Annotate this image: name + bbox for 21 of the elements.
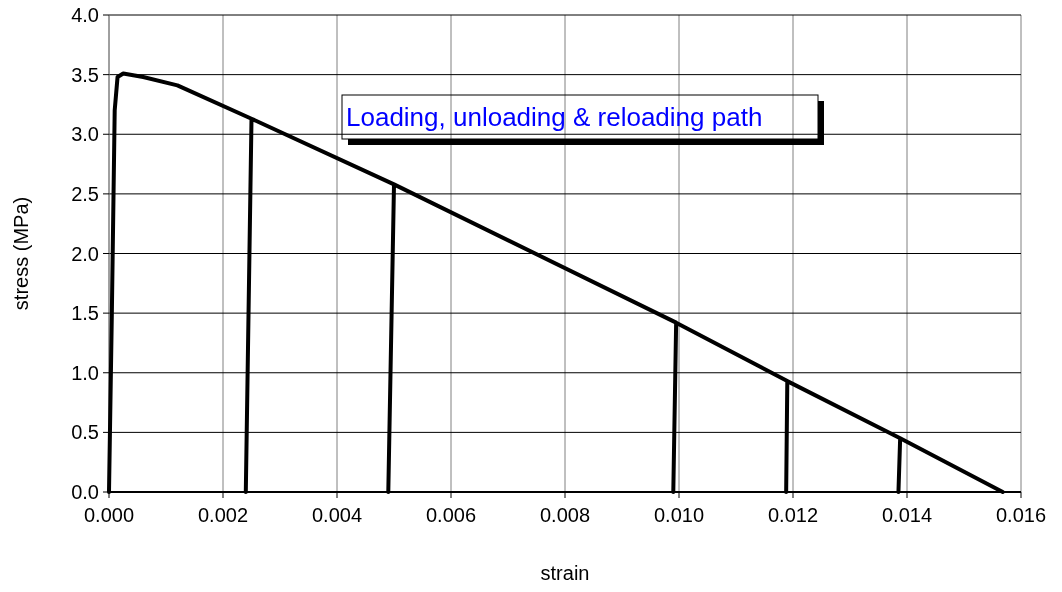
x-tick-label: 0.004 bbox=[311, 504, 363, 526]
y-tick-label: 3.5 bbox=[71, 63, 99, 86]
y-tick-label: 3.0 bbox=[71, 123, 99, 146]
y-tick-label: 4.0 bbox=[71, 4, 99, 26]
y-tick-label: 1.0 bbox=[71, 361, 99, 384]
annotation: Loading, unloading & reloading path bbox=[346, 102, 763, 132]
x-tick-label: 0.008 bbox=[539, 504, 591, 526]
y-tick-label: 0.5 bbox=[71, 421, 99, 444]
y-tick-label: 2.5 bbox=[71, 182, 99, 205]
y-tick-label: 0.0 bbox=[71, 481, 99, 503]
x-tick-label: 0.000 bbox=[83, 504, 135, 526]
x-axis-title: strain bbox=[540, 562, 590, 584]
x-tick-label: 0.014 bbox=[881, 504, 933, 526]
x-tick-label: 0.010 bbox=[653, 504, 705, 526]
y-tick-label: 1.5 bbox=[71, 302, 99, 325]
x-tick-label: 0.002 bbox=[197, 504, 249, 526]
y-axis-title: stress (MPa) bbox=[10, 196, 32, 311]
x-tick-label: 0.006 bbox=[425, 504, 477, 526]
y-tick-label: 2.0 bbox=[71, 242, 99, 265]
x-tick-label: 0.016 bbox=[995, 504, 1047, 526]
x-tick-label: 0.012 bbox=[767, 504, 819, 526]
